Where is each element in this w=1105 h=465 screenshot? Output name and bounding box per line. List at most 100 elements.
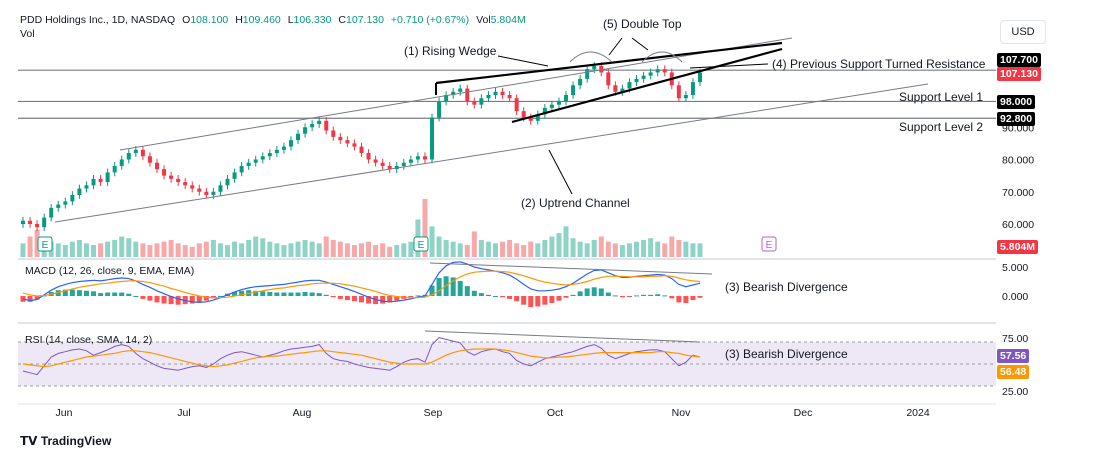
volume-bar	[549, 236, 555, 257]
candle-body	[246, 162, 251, 166]
volume-bar	[98, 243, 104, 257]
macd-histogram-bar	[697, 296, 703, 298]
macd-histogram-bar	[690, 296, 696, 301]
volume-bar	[676, 239, 682, 257]
candle-body	[479, 98, 484, 105]
close-label: C107.130	[338, 14, 384, 26]
candle-body	[401, 162, 406, 166]
macd-histogram-bar	[415, 295, 421, 297]
close-value: 107.130	[346, 14, 384, 26]
volume-bar	[683, 241, 689, 257]
double-top-arc-2	[641, 51, 683, 63]
open-label: O108.100	[182, 14, 229, 26]
macd-histogram-bar	[119, 292, 125, 296]
candle-body	[211, 191, 216, 195]
macd-histogram-bar	[478, 293, 484, 296]
time-tick-label: Jun	[56, 407, 73, 419]
candle-body	[437, 101, 442, 118]
macd-legend: MACD (12, 26, close, 9, EMA, EMA)	[25, 265, 195, 277]
candle-body	[91, 178, 96, 186]
candle-body	[310, 124, 315, 128]
time-axis: Jun Jul Aug Sep Oct Nov Dec 2024	[18, 403, 996, 419]
wedge-lower-line	[511, 47, 783, 124]
volume-bar	[274, 243, 280, 257]
macd-histogram-bar	[161, 296, 167, 304]
macd-histogram-bar	[514, 296, 520, 302]
volume-bar	[443, 239, 449, 257]
price-tick-label: 60.000	[1002, 219, 1034, 231]
volume-bar	[655, 241, 661, 257]
candle-body	[444, 95, 449, 102]
candle-body	[162, 169, 167, 176]
volume-bar	[605, 241, 611, 257]
volume-bar	[471, 231, 477, 257]
macd-histogram-bar	[337, 296, 343, 299]
wedge-arrow	[497, 55, 549, 67]
volume-bar	[225, 245, 231, 257]
volume-bar	[401, 243, 407, 257]
macd-histogram-bar	[147, 296, 153, 301]
candle-body	[126, 153, 131, 160]
volume-bar	[612, 243, 618, 257]
currency-button[interactable]: USD	[1000, 20, 1046, 44]
volume-bar	[210, 239, 216, 257]
macd-histogram-bar	[83, 290, 89, 296]
macd-histogram-bar	[535, 296, 541, 307]
volume-bar	[436, 236, 442, 257]
time-tick-label: 2024	[906, 407, 930, 419]
candle-body	[535, 114, 540, 121]
volume-bar	[133, 241, 139, 257]
macd-histogram-bar	[676, 296, 682, 303]
candle-body	[493, 91, 498, 95]
candle-body	[98, 178, 103, 183]
candle-body	[56, 204, 61, 208]
candle-body	[500, 91, 505, 95]
volume-bar	[556, 233, 562, 257]
candle-body	[620, 88, 625, 92]
horizontal-levels	[18, 69, 996, 119]
volume-bar	[76, 239, 82, 257]
candle-body	[641, 75, 646, 79]
macd-histogram-bar	[323, 294, 329, 296]
macd-histogram-bar	[394, 296, 400, 301]
macd-histogram-bar	[168, 296, 174, 305]
volume-bar	[478, 239, 484, 257]
candle-body	[42, 217, 47, 228]
open-value: 108.100	[190, 14, 229, 26]
candle-body	[634, 78, 639, 83]
macd-tick-label: 5.000	[1002, 262, 1028, 274]
macd-histogram-bar	[507, 296, 513, 299]
volume-bar	[62, 245, 68, 257]
volume-bar	[281, 245, 287, 257]
macd-histogram-bar	[34, 296, 40, 300]
tag-rsi: 57.56	[997, 349, 1030, 363]
candle-body	[274, 149, 279, 154]
channel-arrow	[548, 149, 573, 195]
volume-bar	[182, 245, 188, 257]
volume-bar	[485, 241, 491, 257]
earnings-marker	[413, 236, 429, 252]
volume-bar	[598, 236, 604, 257]
time-tick-label: Sep	[424, 407, 443, 419]
annotation-double-top: (5) Double Top	[603, 17, 682, 31]
macd-histogram-bar	[380, 296, 386, 304]
volume-bar	[203, 241, 209, 257]
resistance-arrow	[689, 63, 769, 69]
annotation-prev-support: (4) Previous Support Turned Resistance	[772, 57, 986, 71]
candle-body	[84, 185, 89, 189]
macd-divergence-line	[429, 262, 713, 275]
channel-upper-line	[119, 37, 793, 151]
candle-body	[267, 153, 272, 157]
vol-value: 5.804M	[490, 14, 526, 26]
annotation-uptrend-channel: (2) Uptrend Channel	[521, 196, 630, 210]
volume-bar	[422, 199, 428, 257]
macd-histogram-bar	[98, 293, 104, 296]
macd-histogram-bar	[140, 296, 146, 299]
candle-body	[521, 111, 526, 118]
tradingview-logo[interactable]: 𝗧𝗩 TradingView	[20, 434, 112, 448]
candle-body	[303, 127, 308, 134]
volume-bar	[359, 243, 364, 257]
volume-bar	[542, 239, 548, 257]
macd-histogram-bar	[450, 277, 456, 296]
